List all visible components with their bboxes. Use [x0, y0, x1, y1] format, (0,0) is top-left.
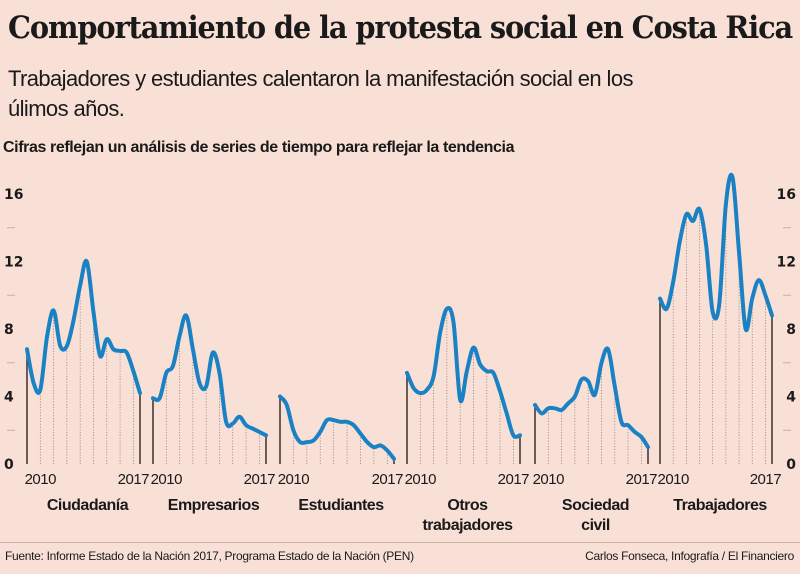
x-tick-label: 2010 [657, 471, 689, 488]
series-label: trabajadores [422, 517, 513, 534]
source-text: Fuente: Informe Estado de la Nación 2017… [5, 549, 414, 563]
x-tick-label: 2010 [151, 471, 183, 488]
series-line-empresarios [151, 313, 268, 438]
series-line-estudiantes [278, 394, 396, 461]
y-tick-label-left: 0 [4, 457, 14, 473]
x-tick-label: 2010 [405, 471, 437, 488]
series-line-sociedad-civil [533, 346, 650, 450]
footer-divider [0, 542, 800, 543]
series-label: civil [581, 517, 610, 534]
y-tick-label-right: 8 [786, 322, 796, 338]
x-tick-label: 2017 [626, 471, 658, 488]
y-tick-label-right: 4 [786, 390, 796, 406]
y-tick-label-left: 8 [4, 322, 14, 338]
series-label: Estudiantes [298, 497, 384, 514]
y-tick-label-left: 4 [4, 390, 14, 406]
y-tick-label-right: 12 [777, 255, 796, 271]
x-tick-label: 2010 [25, 471, 57, 488]
x-tick-label: 2017 [118, 471, 150, 488]
x-tick-label: 2010 [278, 471, 310, 488]
page-title: Comportamiento de la protesta social en … [8, 10, 793, 46]
chart-note: Cifras reflejan un análisis de series de… [3, 139, 515, 156]
page-subtitle: Trabajadores y estudiantes calentaron la… [8, 66, 633, 121]
series-line-otros-trabajadores [405, 306, 522, 439]
y-tick-label-right: 16 [777, 187, 796, 203]
series-label: Trabajadores [673, 497, 767, 514]
series-label: Sociedad [562, 497, 629, 514]
x-tick-label: 2010 [533, 471, 565, 488]
credit-text: Carlos Fonseca, Infografía / El Financie… [585, 549, 794, 563]
series-label: Otros [447, 497, 488, 514]
x-tick-label: 2017 [244, 471, 276, 488]
x-tick-label: 2017 [498, 471, 530, 488]
x-tick-label: 2017 [372, 471, 404, 488]
series-label: Ciudadanía [47, 497, 129, 514]
series-line-ciudadanía [25, 258, 142, 396]
series-line-trabajadores [658, 172, 774, 333]
y-tick-label-right: 0 [786, 457, 796, 473]
y-tick-label-left: 16 [4, 187, 23, 203]
series-label: Empresarios [168, 497, 260, 514]
y-tick-label-left: 12 [4, 255, 23, 271]
x-tick-label: 2017 [750, 471, 782, 488]
